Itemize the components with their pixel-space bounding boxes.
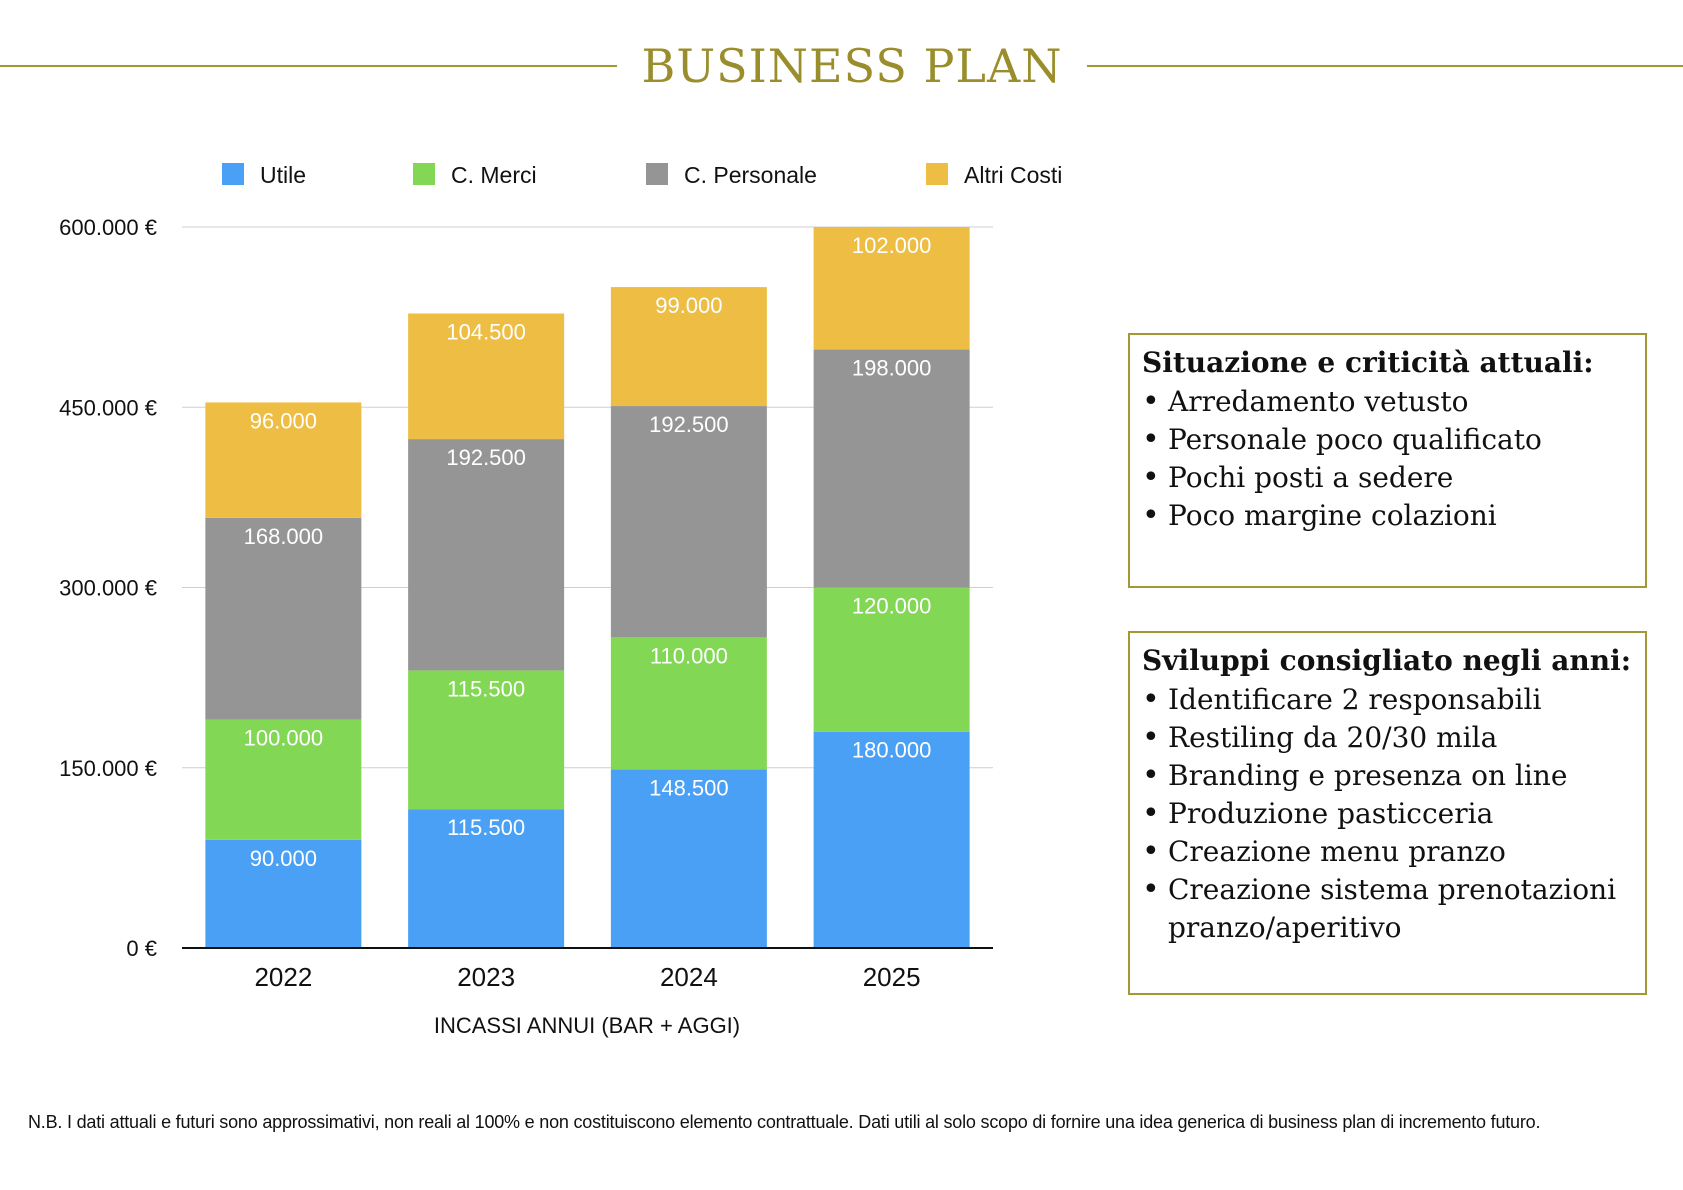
list-item: Poco margine colazioni — [1142, 497, 1633, 535]
bar-segment — [205, 839, 362, 948]
data-label: 99.000 — [655, 293, 722, 318]
page-header: BUSINESS PLAN — [0, 36, 1683, 96]
x-tick-label: 2022 — [254, 962, 312, 992]
data-label: 90.000 — [250, 846, 317, 871]
bar-segment — [205, 402, 362, 518]
bar-segment — [813, 227, 970, 350]
bar-segment — [813, 349, 970, 588]
y-tick-label: 0 € — [126, 936, 157, 961]
data-label: 115.500 — [447, 815, 525, 840]
data-label: 100.000 — [244, 726, 324, 751]
legend-label: C. Merci — [451, 162, 537, 188]
y-tick-label: 150.000 € — [59, 756, 157, 781]
data-label: 115.500 — [447, 676, 525, 701]
bar-segment — [408, 313, 565, 440]
bar-segment — [610, 637, 767, 770]
y-tick-label: 600.000 € — [59, 215, 157, 240]
bar-segment — [610, 769, 767, 948]
y-tick-label: 450.000 € — [59, 395, 157, 420]
list-item: Creazione sistema prenotazioni pranzo/ap… — [1142, 871, 1633, 947]
bar-segment — [610, 287, 767, 407]
bar-segment — [408, 809, 565, 948]
data-label: 104.500 — [446, 320, 526, 345]
data-label: 180.000 — [852, 738, 932, 763]
legend-swatch — [926, 163, 948, 185]
legend-label: Altri Costi — [964, 162, 1062, 188]
legend-swatch — [413, 163, 435, 185]
y-tick-label: 300.000 € — [59, 576, 157, 601]
x-tick-label: 2023 — [457, 962, 515, 992]
title-rule-right — [1087, 65, 1683, 67]
data-label: 192.500 — [446, 445, 526, 470]
x-tick-label: 2025 — [863, 962, 921, 992]
situation-title: Situazione e criticità attuali: — [1142, 346, 1594, 379]
legend-label: Utile — [260, 162, 306, 188]
x-axis-title: INCASSI ANNUI (BAR + AGGI) — [434, 1013, 740, 1038]
x-tick-label: 2024 — [660, 962, 718, 992]
bar-segment — [813, 587, 970, 732]
data-label: 168.000 — [244, 524, 324, 549]
list-item: Personale poco qualificato — [1142, 421, 1633, 459]
developments-list: Identificare 2 responsabili Restiling da… — [1142, 681, 1633, 947]
list-item: Creazione menu pranzo — [1142, 833, 1633, 871]
bar-segment — [408, 670, 565, 810]
developments-box: Sviluppi consigliato negli anni: Identif… — [1128, 631, 1647, 995]
bar-segment — [205, 719, 362, 840]
list-item: Produzione pasticceria — [1142, 795, 1633, 833]
data-label: 198.000 — [852, 356, 932, 381]
data-label: 192.500 — [649, 412, 729, 437]
list-item: Restiling da 20/30 mila — [1142, 719, 1633, 757]
page-title: BUSINESS PLAN — [641, 39, 1063, 93]
list-item: Identificare 2 responsabili — [1142, 681, 1633, 719]
situation-list: Arredamento vetusto Personale poco quali… — [1142, 383, 1633, 535]
stacked-bar-chart: 0 € 150.000 € 300.000 € 450.000 € 600.000 € 9… — [59, 162, 1062, 1038]
data-label: 120.000 — [852, 594, 932, 619]
legend-label: C. Personale — [684, 162, 817, 188]
data-label: 96.000 — [250, 408, 317, 433]
data-label: 148.500 — [649, 776, 729, 801]
legend-swatch — [222, 163, 244, 185]
data-label: 110.000 — [650, 643, 728, 668]
disclaimer-note: N.B. I dati attuali e futuri sono appros… — [28, 1112, 1541, 1132]
data-label: 102.000 — [852, 233, 932, 258]
title-rule-left — [0, 65, 617, 67]
situation-box: Situazione e criticità attuali: Arredame… — [1128, 333, 1647, 588]
bar-segment — [813, 731, 970, 948]
list-item: Branding e presenza on line — [1142, 757, 1633, 795]
list-item: Arredamento vetusto — [1142, 383, 1633, 421]
list-item: Pochi posti a sedere — [1142, 459, 1633, 497]
bar-segment — [205, 517, 362, 720]
bar-segment — [408, 439, 565, 671]
developments-title: Sviluppi consigliato negli anni: — [1142, 644, 1632, 677]
legend-swatch — [646, 163, 668, 185]
bar-segment — [610, 406, 767, 638]
